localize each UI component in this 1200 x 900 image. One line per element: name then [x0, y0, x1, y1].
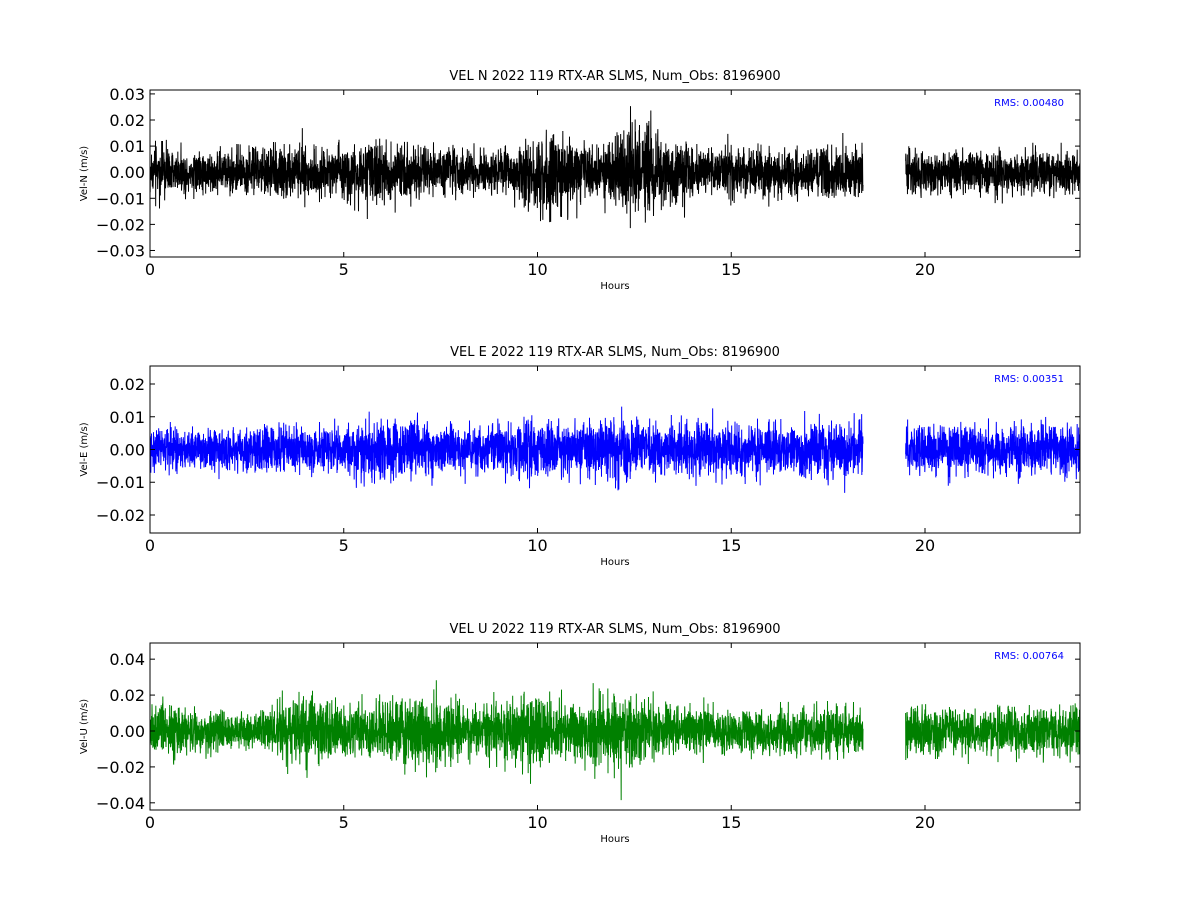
x-tick-label: 20: [915, 260, 935, 279]
series-1-segment-1: [150, 106, 864, 229]
chart-title: VEL N 2022 119 RTX-AR SLMS, Num_Obs: 819…: [449, 69, 780, 84]
y-tick-label: −0.01: [96, 473, 145, 492]
series-1-segment-2: [905, 416, 1080, 486]
x-axis-label: Hours: [600, 557, 629, 568]
y-tick-label: 0.02: [109, 111, 145, 130]
series-1-segment-2: [905, 142, 1080, 204]
x-tick-label: 5: [339, 813, 349, 832]
x-axis-label: Hours: [600, 834, 629, 845]
y-tick-label: −0.02: [96, 506, 145, 525]
x-tick-label: 10: [527, 813, 547, 832]
y-tick-label: 0.02: [109, 686, 145, 705]
rms-annotation: RMS: 0.00480: [994, 98, 1064, 109]
y-axis-label: Vel-E (m/s): [79, 422, 90, 476]
series-1-segment-2: [905, 703, 1080, 765]
y-tick-label: 0.00: [109, 722, 145, 741]
chart-panel-1: 0 5 10 15 20 −0.03 −0.02 −0.01 0.00 0.01 0.02 0.03 V…: [79, 69, 1081, 292]
y-tick-label: 0.02: [109, 375, 145, 394]
y-tick-label: 0.01: [109, 408, 145, 427]
x-tick-label: 15: [721, 260, 741, 279]
series-1-segment-1: [150, 406, 864, 493]
chart-title: VEL E 2022 119 RTX-AR SLMS, Num_Obs: 819…: [450, 345, 780, 360]
y-tick-label: −0.04: [96, 794, 145, 813]
chart-panel-3: 0 5 10 15 20 −0.04 −0.02 0.00 0.02 0.04 VEL U 2022…: [79, 622, 1081, 845]
y-tick-label: −0.01: [96, 189, 145, 208]
y-tick-label: −0.03: [96, 241, 145, 260]
x-tick-label: 0: [145, 813, 155, 832]
plot-frame: [149, 642, 1081, 811]
rms-annotation: RMS: 0.00351: [994, 374, 1064, 385]
rms-annotation: RMS: 0.00764: [994, 651, 1064, 662]
y-tick-label: 0.04: [109, 650, 145, 669]
x-tick-label: 15: [721, 536, 741, 555]
x-tick-label: 0: [145, 260, 155, 279]
x-tick-label: 20: [915, 813, 935, 832]
x-tick-label: 20: [915, 536, 935, 555]
x-axis-label: Hours: [600, 281, 629, 292]
y-tick-label: 0.01: [109, 137, 145, 156]
chart-panel-2: 0 5 10 15 20 −0.02 −0.01 0.00 0.01 0.02 VEL E 2022…: [79, 345, 1081, 568]
chart-title: VEL U 2022 119 RTX-AR SLMS, Num_Obs: 819…: [449, 622, 780, 637]
x-tick-label: 10: [527, 536, 547, 555]
y-tick-label: 0.00: [109, 441, 145, 460]
x-tick-label: 5: [339, 260, 349, 279]
y-axis-label: Vel-N (m/s): [79, 146, 90, 201]
y-tick-label: −0.02: [96, 758, 145, 777]
x-tick-label: 5: [339, 536, 349, 555]
y-tick-label: 0.03: [109, 85, 145, 104]
series-1-segment-1: [150, 680, 864, 801]
x-tick-label: 0: [145, 536, 155, 555]
plot-frame: [149, 89, 1081, 258]
x-tick-label: 15: [721, 813, 741, 832]
x-tick-label: 10: [527, 260, 547, 279]
y-tick-label: −0.02: [96, 215, 145, 234]
y-tick-label: 0.00: [109, 163, 145, 182]
y-axis-label: Vel-U (m/s): [79, 699, 90, 754]
